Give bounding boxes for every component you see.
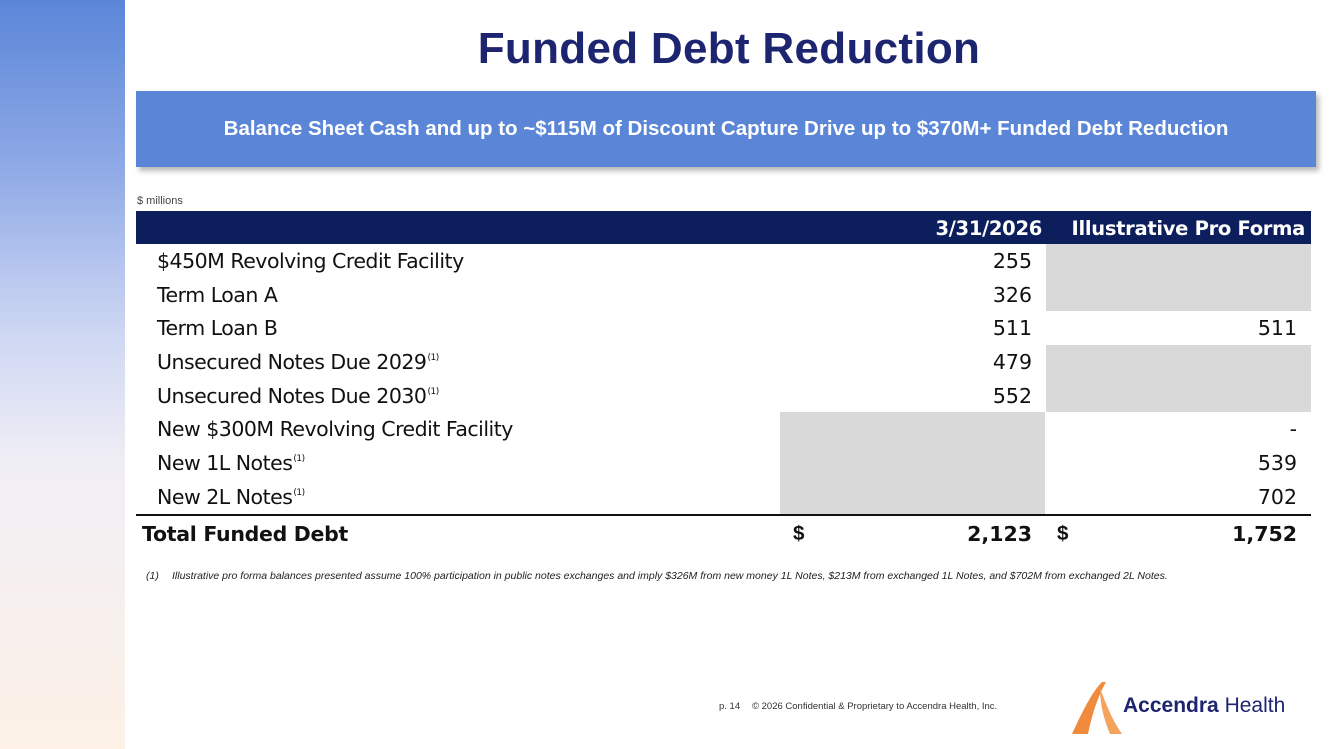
logo-wordmark-light: Health: [1224, 694, 1286, 717]
row-label: New 2L Notes(1): [157, 480, 305, 514]
value-current: 511: [992, 316, 1032, 341]
logo-wordmark: Accendra Health: [1123, 694, 1285, 718]
table-body: $450M Revolving Credit Facility 255 Term L…: [136, 244, 1311, 514]
row-label-text: $450M Revolving Credit Facility: [157, 249, 464, 273]
value-current: 552: [992, 383, 1032, 408]
column-header-pro-forma: Illustrative Pro Forma: [1071, 217, 1306, 240]
total-currency-pro-forma: $: [1057, 521, 1069, 545]
total-row: Total Funded Debt $ 2,123 $ 1,752: [136, 513, 1311, 550]
value-pro-forma: 702: [1257, 484, 1297, 509]
shaded-cell-pro-forma: [1046, 244, 1311, 278]
footnote-number: (1): [146, 570, 159, 582]
footnote-marker: (1): [293, 487, 305, 498]
value-pro-forma: 539: [1257, 451, 1297, 476]
value-current: [780, 446, 1032, 480]
row-label-text: New $300M Revolving Credit Facility: [157, 417, 513, 442]
row-label-text: New 2L Notes: [157, 484, 293, 509]
table-row: Term Loan B 511 511: [136, 311, 1311, 345]
table-row: New $300M Revolving Credit Facility -: [136, 412, 1311, 447]
row-label-text: Unsecured Notes Due 2030: [157, 383, 427, 408]
table-row: New 1L Notes(1) 539: [136, 446, 1311, 480]
shaded-cell-current: [780, 412, 1045, 447]
shaded-cell-pro-forma: [1046, 345, 1311, 379]
row-label-text: Term Loan A: [157, 282, 278, 307]
headline-banner: Balance Sheet Cash and up to ~$115M of D…: [136, 91, 1316, 167]
row-label: Unsecured Notes Due 2029(1): [157, 345, 439, 379]
row-label: Unsecured Notes Due 2030(1): [157, 379, 439, 413]
table-row: Term Loan A 326: [136, 277, 1311, 312]
funded-debt-table: 3/31/2026 Illustrative Pro Forma $450M R…: [136, 211, 1311, 550]
shaded-cell-pro-forma: [1046, 277, 1311, 312]
value-current: [780, 412, 1032, 446]
value-current: 479: [992, 350, 1032, 375]
row-label: Term Loan A: [157, 278, 278, 312]
value-current: [780, 480, 1032, 514]
table-row: New 2L Notes(1) 702: [136, 479, 1311, 514]
company-logo: Accendra Health: [1070, 678, 1300, 738]
footnote-marker: (1): [293, 454, 305, 465]
value-pro-forma: -: [1289, 417, 1297, 442]
value-pro-forma: [1046, 244, 1297, 278]
row-label-text: Unsecured Notes Due 2029: [157, 350, 427, 375]
row-label-text: New 1L Notes: [157, 451, 293, 476]
table-header: 3/31/2026 Illustrative Pro Forma: [136, 211, 1311, 244]
page-number: p. 14: [719, 701, 741, 712]
footnote-marker: (1): [427, 386, 439, 397]
value-pro-forma: [1046, 345, 1297, 379]
total-value-pro-forma: 1,752: [1232, 521, 1297, 546]
value-current: 326: [992, 282, 1032, 307]
table-row: Unsecured Notes Due 2029(1) 479: [136, 345, 1311, 379]
row-label: New 1L Notes(1): [157, 446, 305, 480]
accendra-logo-mark-icon: [1072, 682, 1122, 734]
total-currency-current: $: [793, 521, 805, 545]
units-label: $ millions: [137, 195, 183, 207]
footnote: (1) Illustrative pro forma balances pres…: [146, 569, 1286, 583]
total-value-current: 2,123: [967, 521, 1032, 546]
banner-text: Balance Sheet Cash and up to ~$115M of D…: [223, 117, 1229, 140]
copyright-notice: © 2026 Confidential & Proprietary to Acc…: [752, 701, 998, 712]
shaded-cell-current: [780, 446, 1045, 480]
table-row: $450M Revolving Credit Facility 255: [136, 244, 1311, 278]
row-label-text: Term Loan B: [157, 316, 278, 341]
table-row: Unsecured Notes Due 2030(1) 552: [136, 378, 1311, 413]
total-label: Total Funded Debt: [142, 521, 348, 546]
footnote-text: Illustrative pro forma balances presente…: [172, 570, 1168, 582]
side-gradient-bar: [0, 0, 125, 749]
row-label: Term Loan B: [157, 311, 278, 345]
page-title: Funded Debt Reduction: [477, 24, 981, 73]
value-current: 255: [992, 249, 1032, 273]
column-header-current: 3/31/2026: [935, 217, 1042, 240]
row-label: $450M Revolving Credit Facility: [157, 244, 464, 278]
value-pro-forma: [1046, 379, 1297, 413]
logo-wordmark-bold: Accendra: [1123, 694, 1219, 717]
footnote-marker: (1): [427, 353, 439, 364]
shaded-cell-pro-forma: [1046, 378, 1311, 413]
value-pro-forma: [1046, 278, 1297, 312]
shaded-cell-current: [780, 479, 1045, 514]
row-label: New $300M Revolving Credit Facility: [157, 412, 513, 446]
value-pro-forma: 511: [1257, 316, 1297, 341]
